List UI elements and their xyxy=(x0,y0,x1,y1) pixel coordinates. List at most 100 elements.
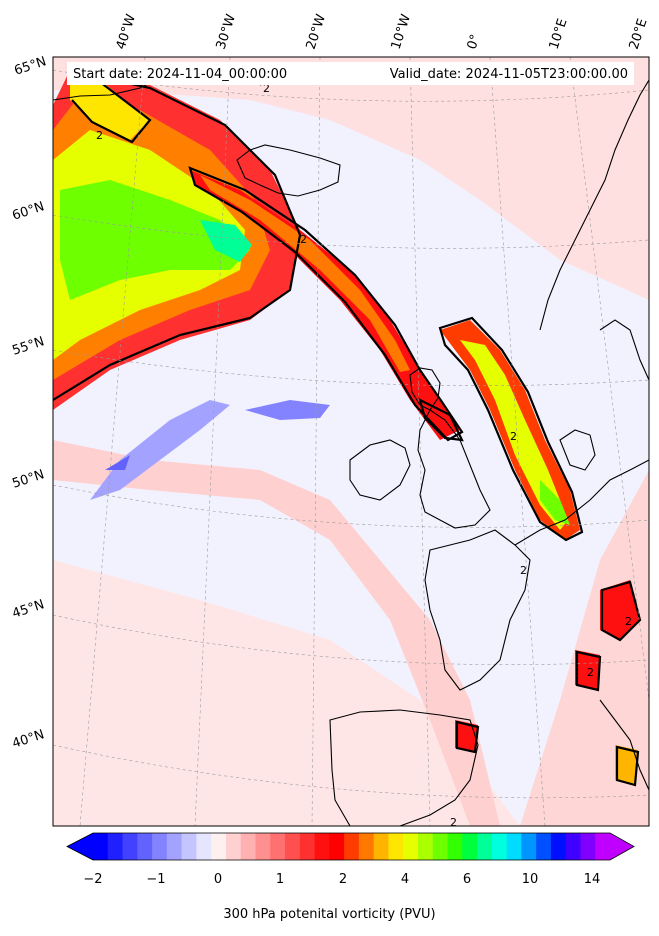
colorbar-segment xyxy=(373,833,389,860)
colorbar-tick: 10 xyxy=(521,872,539,887)
colorbar-segment xyxy=(388,833,404,860)
colorbar-tick: 0 xyxy=(213,872,223,887)
colorbar-segment xyxy=(521,833,537,860)
colorbar-segment xyxy=(270,833,286,860)
pv-2-contour-east-3 xyxy=(615,745,640,787)
map-header: Start date: 2024-11-04_00:00:00 Valid_da… xyxy=(67,62,634,85)
graticule-lon xyxy=(311,57,321,826)
colorbar-tick: −2 xyxy=(83,872,103,887)
colorbar-tick: −1 xyxy=(146,872,166,887)
contour-label: 2 xyxy=(450,816,457,829)
colorbar-segment xyxy=(152,833,168,860)
colorbar-segment xyxy=(166,833,183,860)
colorbar-segment xyxy=(417,833,434,860)
colorbar-segment xyxy=(181,833,197,860)
colorbar-segment xyxy=(314,833,330,860)
coast-italy xyxy=(599,699,649,791)
pv-2-contour-trough xyxy=(53,73,302,401)
graticule-lon xyxy=(194,57,231,826)
coast-britain xyxy=(417,409,491,529)
colorbar-segment xyxy=(240,833,256,860)
coast-ireland xyxy=(349,439,411,501)
pv-streamer-north xyxy=(70,70,150,140)
colorbar-tick: 6 xyxy=(462,872,472,887)
graticule-lat xyxy=(53,484,649,528)
pv-2-contour-east-2 xyxy=(575,650,602,692)
colorbar-tick: 4 xyxy=(400,872,410,887)
coast-france xyxy=(424,529,531,691)
colorbar-segment xyxy=(107,833,124,860)
pv-field-light-east xyxy=(520,470,649,826)
pv-negative-patch-2 xyxy=(245,400,330,420)
pv-field-light-south xyxy=(53,560,520,826)
start-date: Start date: 2024-11-04_00:00:00 xyxy=(73,67,288,82)
colorbar-tick: 14 xyxy=(583,872,601,887)
valid-date: Valid_date: 2024-11-05T23:00:00.00 xyxy=(389,67,628,82)
pv-field-light-north xyxy=(53,57,649,300)
colorbar-tick: 2 xyxy=(338,872,348,887)
pv-2-contour-northsea xyxy=(438,316,584,542)
colorbar-segment xyxy=(506,833,522,860)
coast-norway xyxy=(539,79,649,331)
colorbar-segment xyxy=(329,833,345,860)
graticule-lat xyxy=(53,349,649,387)
colorbar-segment xyxy=(491,833,508,860)
colorbar-segment xyxy=(477,833,493,860)
pv-negative-patch-3 xyxy=(105,455,130,470)
graticule-lon xyxy=(409,57,431,826)
colorbar-segment xyxy=(580,833,596,860)
contour-label: 2 xyxy=(520,564,527,577)
contour-label: 2 xyxy=(263,82,270,95)
pv-filament-core xyxy=(200,175,410,372)
colorbar-segment xyxy=(550,833,567,860)
graticule-lat xyxy=(53,214,649,249)
pv-trough-peak xyxy=(200,220,252,262)
colorbar-segment xyxy=(137,833,153,860)
coast-iberia xyxy=(329,709,479,826)
colorbar-label: 300 hPa potenital vorticity (PVU) xyxy=(223,907,436,922)
colorbar-segment xyxy=(344,833,360,860)
coast-iceland xyxy=(236,144,341,197)
colorbar-segment xyxy=(565,833,581,860)
graticule-lon xyxy=(79,57,146,826)
contour-label: 2 xyxy=(587,666,594,679)
colorbar-extend-min xyxy=(67,833,93,860)
colorbar-segment xyxy=(403,833,419,860)
colorbar-extend-max xyxy=(610,833,634,860)
contour-label: 2 xyxy=(300,233,307,246)
contour-label: 2 xyxy=(510,430,517,443)
colorbar-segment xyxy=(595,833,611,860)
pv-spot-east-3 xyxy=(615,745,638,785)
colorbar-segment xyxy=(462,833,478,860)
colorbar-segment xyxy=(536,833,552,860)
colorbar-segment xyxy=(447,833,463,860)
colorbar-segment xyxy=(432,833,449,860)
graticule-lat xyxy=(53,614,649,666)
pv-streamer-northsea-peak xyxy=(540,480,570,525)
pv-2-contour-east-1 xyxy=(600,580,642,642)
colorbar-segment xyxy=(285,833,301,860)
pv-field-light-mid xyxy=(53,440,500,826)
coast-baltic xyxy=(599,319,649,381)
contour-label: 2 xyxy=(625,615,632,628)
pv-2-contour-east-4 xyxy=(455,720,480,754)
colorbar-segment xyxy=(255,833,271,860)
graticule-lat xyxy=(53,744,649,799)
colorbar-segment xyxy=(211,833,227,860)
map-frame xyxy=(52,56,650,827)
coast-denmark xyxy=(559,429,596,471)
pv-2-contour-filament xyxy=(188,166,464,442)
pv-2-contour-channel xyxy=(418,397,464,442)
colorbar-outline xyxy=(66,832,635,861)
colorbar-segment xyxy=(225,833,242,860)
coast-mainland-east xyxy=(514,459,649,546)
pv-negative-patch-1 xyxy=(90,400,230,500)
colorbar-segment xyxy=(122,833,138,860)
colorbar-segment xyxy=(93,833,109,860)
pv-spot-east-2 xyxy=(575,650,600,690)
pv-spot-east-1 xyxy=(600,580,640,640)
colorbar xyxy=(66,832,635,861)
colorbar-segment xyxy=(196,833,212,860)
colorbar-tick: 1 xyxy=(275,872,285,887)
